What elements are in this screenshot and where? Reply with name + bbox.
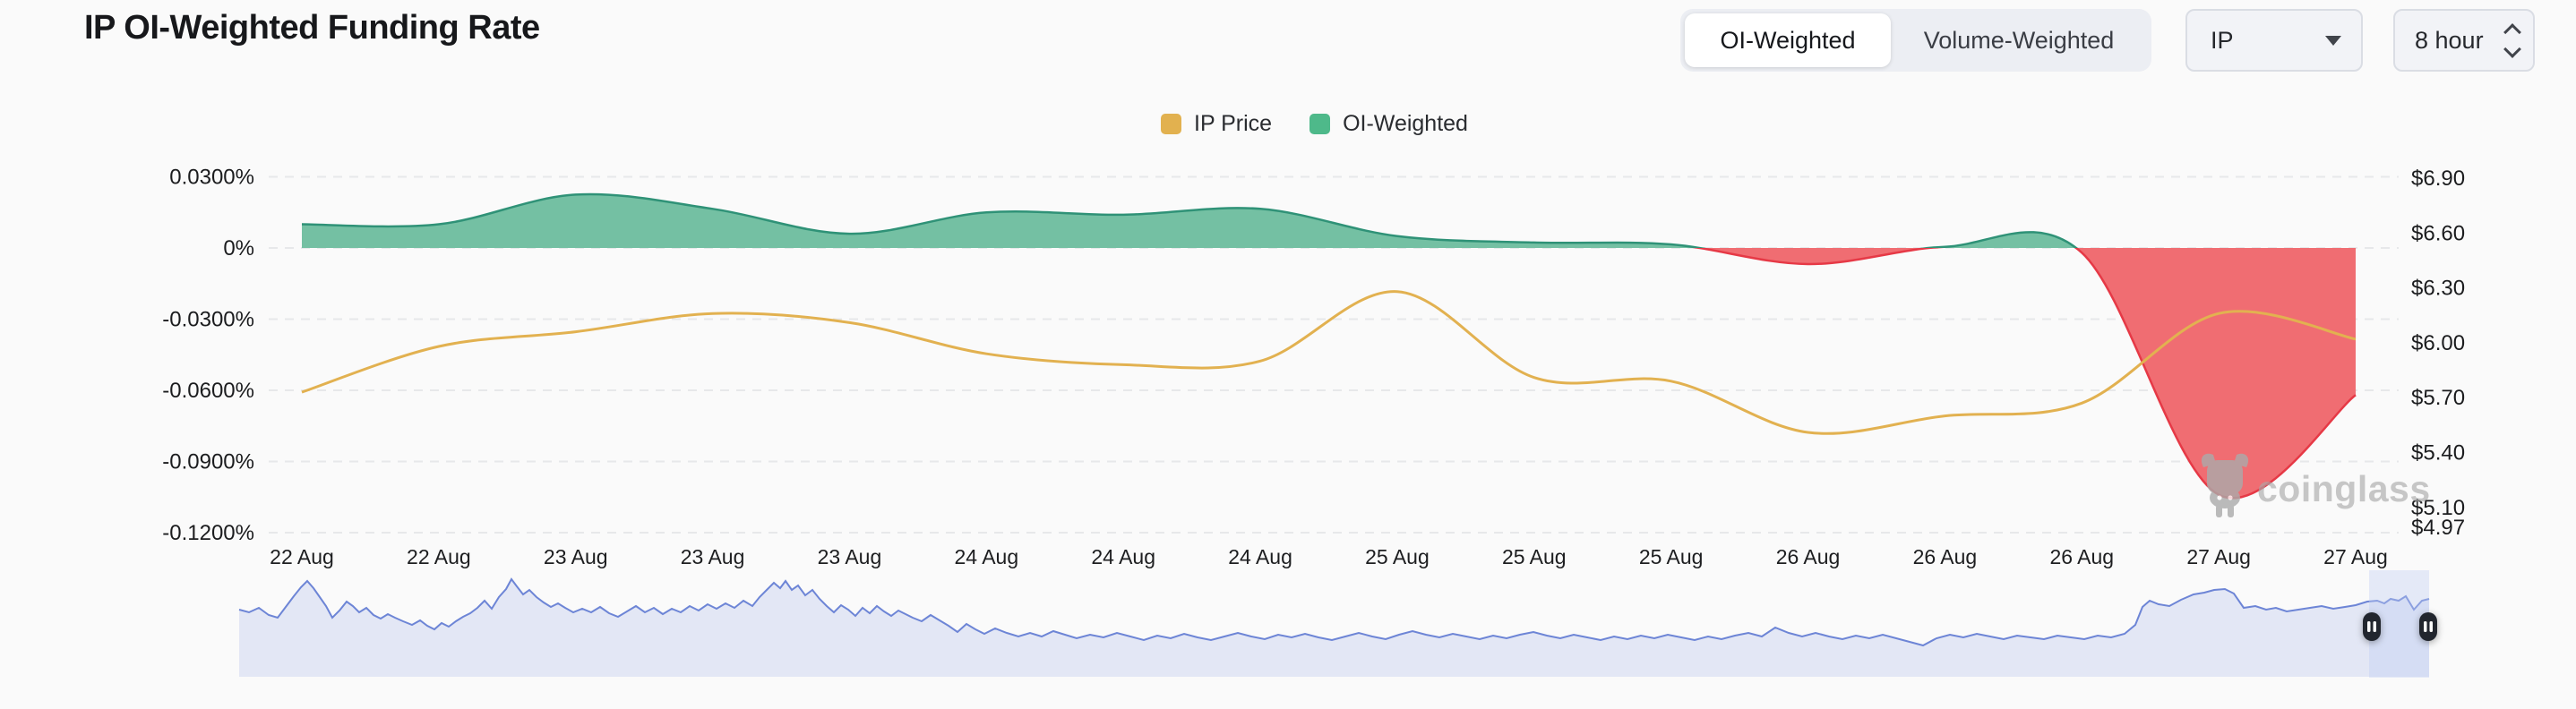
toggle-oi-weighted[interactable]: OI-Weighted <box>1685 13 1891 67</box>
right-axis-tick: $4.97 <box>2411 516 2465 540</box>
y-axis-right: $6.90 $6.60 $6.30 $6.00 $5.70 $5.40 $5.10$4.97 <box>2411 167 2465 540</box>
x-axis-tick: 22 Aug <box>270 545 334 568</box>
left-axis-tick: -0.0300% <box>162 308 254 332</box>
right-axis-tick: $6.60 <box>2411 221 2465 245</box>
right-axis-tick: $5.70 <box>2411 386 2465 410</box>
left-axis-tick: 0.0300% <box>169 166 254 190</box>
x-axis-tick: 27 Aug <box>2186 545 2251 568</box>
legend-item-oi-weighted[interactable]: OI-Weighted <box>1309 111 1468 137</box>
x-axis-tick: 27 Aug <box>2323 545 2388 568</box>
chevron-down-icon <box>2325 35 2341 46</box>
symbol-select[interactable]: IP <box>2185 9 2363 72</box>
navigator[interactable] <box>238 570 2437 678</box>
coinglass-bull-icon <box>2201 453 2249 517</box>
weight-toggle: OI-Weighted Volume-Weighted <box>1680 9 2151 72</box>
x-axis-tick: 24 Aug <box>955 545 1019 568</box>
left-axis-tick: -0.0900% <box>162 450 254 474</box>
x-axis-tick: 23 Aug <box>544 545 608 568</box>
right-axis-tick: $5.10 <box>2411 496 2465 520</box>
x-axis-tick: 26 Aug <box>1913 545 1978 568</box>
x-axis-tick: 25 Aug <box>1639 545 1704 568</box>
oi-weighted-swatch <box>1309 114 1331 134</box>
funding-rate-area <box>301 192 2357 500</box>
ip-price-label: IP Price <box>1194 111 1273 136</box>
interval-select[interactable]: 8 hour <box>2393 9 2535 72</box>
y-axis-left: 0.0300% 0% -0.0300% -0.0600% -0.0900% -0.1200… <box>162 166 254 546</box>
x-axis-tick: 24 Aug <box>1228 545 1292 568</box>
x-axis-tick: 25 Aug <box>1502 545 1567 568</box>
legend: IP Price OI-Weighted <box>1161 111 1468 137</box>
right-axis-tick: $5.40 <box>2411 441 2465 466</box>
left-axis-tick: -0.0600% <box>162 379 254 403</box>
left-axis-tick: 0% <box>223 236 254 261</box>
right-axis-tick: $6.30 <box>2411 277 2465 301</box>
navigator-handle-left[interactable] <box>2363 612 2381 641</box>
oi-weighted-label: OI-Weighted <box>1343 111 1468 136</box>
right-axis-tick: $6.00 <box>2411 331 2465 355</box>
x-axis-tick: 26 Aug <box>2049 545 2114 568</box>
coinglass-watermark: coinglass <box>2201 453 2431 517</box>
x-axis-tick: 25 Aug <box>1365 545 1430 568</box>
x-axis-tick: 23 Aug <box>681 545 745 568</box>
symbol-select-value: IP <box>2211 26 2234 54</box>
x-axis-tick: 24 Aug <box>1091 545 1155 568</box>
x-axis-tick: 22 Aug <box>407 545 471 568</box>
x-axis: 22 Aug 22 Aug 23 Aug 23 Aug 23 Aug 24 Aug 24 A… <box>270 545 2388 568</box>
coinglass-watermark-text: coinglass <box>2257 468 2431 509</box>
page-title: IP OI-Weighted Funding Rate <box>84 9 540 47</box>
right-axis-tick: $6.90 <box>2411 167 2465 191</box>
x-axis-tick: 23 Aug <box>818 545 882 568</box>
legend-item-ip-price[interactable]: IP Price <box>1161 111 1272 137</box>
interval-select-value: 8 hour <box>2415 26 2484 54</box>
left-axis-tick: -0.1200% <box>162 521 254 545</box>
price-line <box>301 290 2357 435</box>
navigator-handle-right[interactable] <box>2419 612 2437 641</box>
ip-price-swatch <box>1161 114 1181 134</box>
toggle-volume-weighted[interactable]: Volume-Weighted <box>1923 26 2115 54</box>
x-axis-tick: 26 Aug <box>1776 545 1841 568</box>
